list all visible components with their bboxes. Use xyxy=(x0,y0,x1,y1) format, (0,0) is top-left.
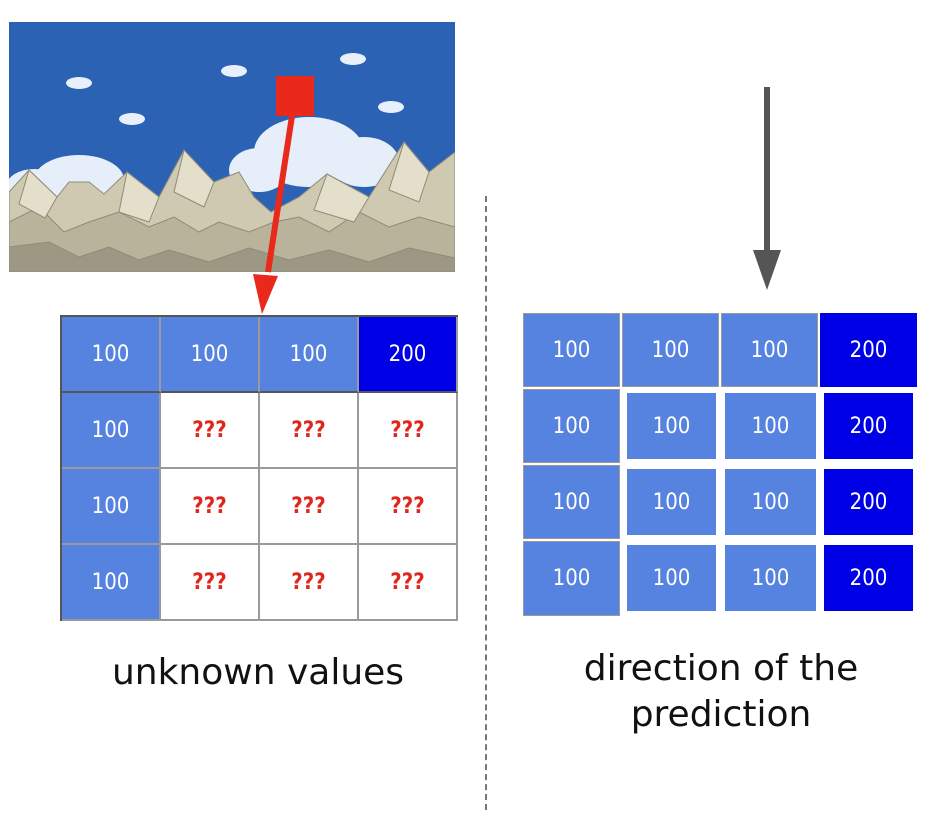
predicted-cell: 100 xyxy=(627,545,716,611)
grid-cell: 100 xyxy=(622,313,719,387)
unknown-cell: ??? xyxy=(161,545,260,621)
grid-cell: 100 xyxy=(62,317,161,393)
unknown-cell: ??? xyxy=(359,545,458,621)
grid-cell: 100 xyxy=(161,317,260,393)
predicted-cell: 100 xyxy=(725,545,816,611)
unknown-cell: ??? xyxy=(161,393,260,469)
grid-cell: 100 xyxy=(62,545,161,621)
grid-cell: 200 xyxy=(820,313,917,387)
predicted-cell: 200 xyxy=(824,469,913,535)
predicted-cell: 200 xyxy=(824,545,913,611)
dashed-divider xyxy=(485,196,487,810)
predicted-cell: 100 xyxy=(725,469,816,535)
grid-cell: 100 xyxy=(260,317,359,393)
small-cloud-icon xyxy=(66,53,404,125)
grid-cell: 100 xyxy=(62,393,161,469)
unknown-values-grid: 100 100 100 200 100 ??? ??? ??? 100 ??? … xyxy=(60,315,458,621)
grid-cell: 200 xyxy=(359,317,458,393)
prediction-grid: 100 100 100 200 100 100 100 100 100 200 … xyxy=(523,313,919,617)
game-scene-image xyxy=(9,22,455,272)
unknown-cell: ??? xyxy=(260,469,359,545)
grid-cell: 100 xyxy=(523,541,620,616)
caption-direction-line2: prediction xyxy=(630,694,812,735)
predicted-cell: 100 xyxy=(627,469,716,535)
predicted-cell: 200 xyxy=(824,393,913,459)
unknown-cell: ??? xyxy=(260,545,359,621)
unknown-cell: ??? xyxy=(260,393,359,469)
caption-unknown-values: unknown values xyxy=(111,652,405,693)
grid-cell: 100 xyxy=(523,389,620,463)
red-arrow-icon xyxy=(253,274,278,314)
gray-down-arrow-icon xyxy=(753,250,781,290)
unknown-cell: ??? xyxy=(359,469,458,545)
red-square-marker-icon xyxy=(276,76,314,116)
predicted-cell: 100 xyxy=(725,393,816,459)
predicted-cell: 100 xyxy=(627,393,716,459)
grid-cell: 100 xyxy=(523,465,620,539)
unknown-cell: ??? xyxy=(161,469,260,545)
caption-direction-line1: direction of the xyxy=(583,648,859,689)
grid-cell: 100 xyxy=(62,469,161,545)
grid-cell: 100 xyxy=(721,313,818,387)
grid-cell: 100 xyxy=(523,313,620,387)
unknown-cell: ??? xyxy=(359,393,458,469)
